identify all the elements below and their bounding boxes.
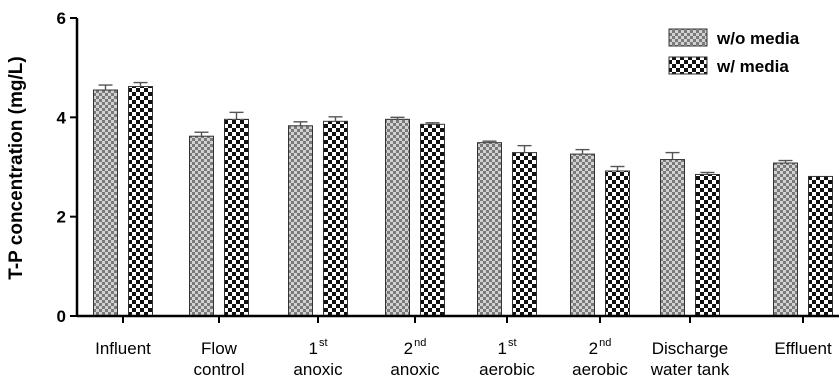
x-category-label: Discharge xyxy=(652,339,729,358)
bar xyxy=(224,118,249,317)
x-category-label: water tank xyxy=(650,360,730,379)
bar xyxy=(323,120,348,317)
bar xyxy=(128,86,153,317)
y-axis-ticks: 0 2 4 6 xyxy=(57,9,77,326)
y-tick-label: 4 xyxy=(57,108,67,127)
legend-label-without-media: w/o media xyxy=(716,29,800,48)
bar xyxy=(512,152,537,317)
bar xyxy=(773,162,798,317)
y-tick-label: 2 xyxy=(57,208,66,227)
bar xyxy=(477,142,502,317)
x-category-label: control xyxy=(193,360,244,379)
x-category-label: anoxic xyxy=(293,360,343,379)
bar xyxy=(189,135,214,317)
x-category-label: 1st xyxy=(497,337,516,358)
x-category-label: Flow xyxy=(201,339,238,358)
axes xyxy=(75,18,839,323)
bar xyxy=(93,89,118,317)
bar xyxy=(570,153,595,317)
legend-label-with-media: w/ media xyxy=(716,57,789,76)
legend-swatch-without-media xyxy=(668,28,708,47)
bar xyxy=(420,123,445,317)
x-category-label: anoxic xyxy=(390,360,440,379)
x-category-label: 2nd xyxy=(589,337,612,358)
bar xyxy=(695,173,720,317)
legend-swatch-with-media xyxy=(668,56,708,75)
x-axis-category-labels: Influent Flow control 1st anoxic 2nd anoxic 1st… xyxy=(95,337,832,379)
x-category-label: 1st xyxy=(308,337,327,358)
bars xyxy=(93,81,833,317)
x-category-label: aerobic xyxy=(572,360,628,379)
bar xyxy=(385,118,410,317)
bar xyxy=(288,125,313,317)
y-tick-label: 6 xyxy=(57,9,66,28)
x-category-label: Effluent xyxy=(774,339,832,358)
y-tick-label: 0 xyxy=(57,307,66,326)
x-category-label: aerobic xyxy=(479,360,535,379)
bar xyxy=(605,170,630,317)
x-category-label: Influent xyxy=(95,339,151,358)
x-category-label: 2nd xyxy=(404,337,427,358)
bar xyxy=(808,175,833,317)
legend: w/o media w/ media xyxy=(668,28,800,76)
bar xyxy=(660,159,685,317)
y-axis-label: T-P concentration (mg/L) xyxy=(6,56,27,279)
